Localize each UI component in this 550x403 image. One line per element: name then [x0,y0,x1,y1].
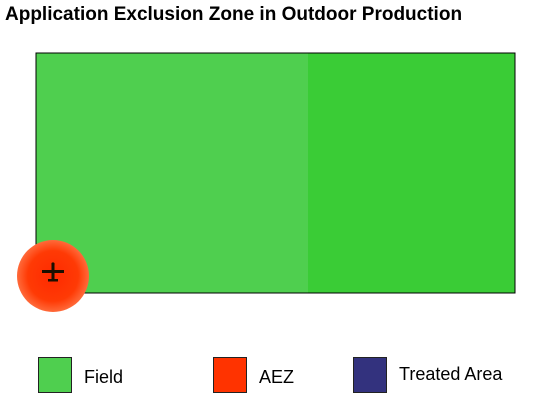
legend-swatch-aez [213,357,247,393]
page-title: Application Exclusion Zone in Outdoor Pr… [5,4,463,25]
legend-swatch-field [38,357,72,393]
legend-swatch-treated-area [353,357,387,393]
legend-label-aez: AEZ [259,367,295,387]
field-area-left [36,53,308,293]
field-outline [35,52,516,294]
field-area-right [308,53,515,293]
legend-label-field: Field [84,367,124,387]
airplane-icon [42,262,64,282]
legend-label-treated-area: Treated Area [399,364,503,384]
